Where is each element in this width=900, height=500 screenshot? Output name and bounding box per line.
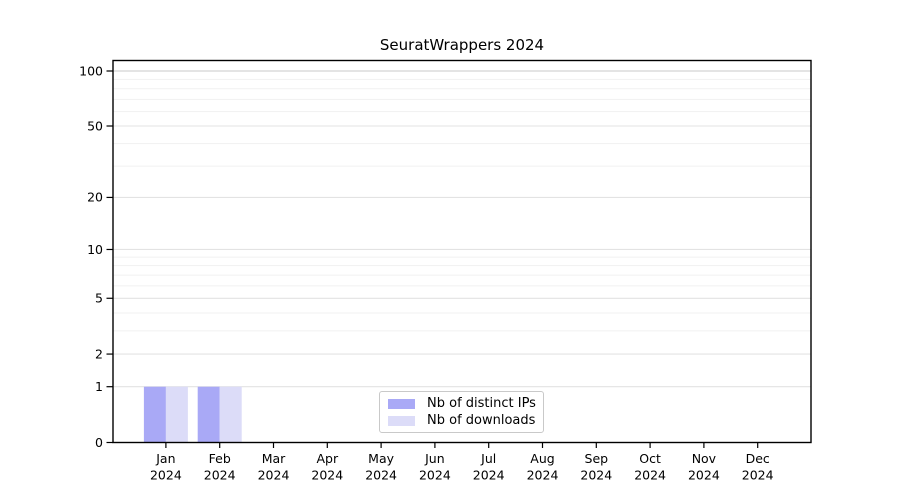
legend-swatch-downloads xyxy=(388,415,415,426)
x-tick-label-year: 2024 xyxy=(634,468,666,483)
x-tick-label-month: Jul xyxy=(480,451,496,466)
x-tick-label-month: Apr xyxy=(316,451,338,466)
legend-label-downloads: Nb of downloads xyxy=(427,413,536,428)
chart-title: SeuratWrappers 2024 xyxy=(379,36,545,54)
x-tick-label-year: 2024 xyxy=(473,468,505,483)
y-tick-label: 5 xyxy=(95,291,103,306)
bar-distinct-ips-jan xyxy=(143,386,166,443)
x-tick-label-month: Dec xyxy=(746,451,770,466)
y-tick-label: 20 xyxy=(87,190,103,205)
legend-row-distinct-ips: Nb of distinct IPs xyxy=(388,397,543,410)
x-tick-label-month: May xyxy=(368,451,394,466)
x-tick-label-month: Aug xyxy=(530,451,554,466)
plot-frame xyxy=(112,59,812,444)
x-tick-label-month: Nov xyxy=(692,451,717,466)
x-tick-label-month: Jan xyxy=(155,451,175,466)
x-tick-label-year: 2024 xyxy=(580,468,612,483)
x-tick-label-year: 2024 xyxy=(204,468,236,483)
legend-box: Nb of distinct IPs Nb of downloads xyxy=(379,391,544,433)
bar-downloads-jan xyxy=(165,386,188,443)
x-tick-label-year: 2024 xyxy=(365,468,397,483)
y-tick-label: 50 xyxy=(87,118,103,133)
y-tick-label: 0 xyxy=(95,435,103,450)
x-tick-label-year: 2024 xyxy=(419,468,451,483)
x-tick-label-year: 2024 xyxy=(742,468,774,483)
x-tick-label-year: 2024 xyxy=(527,468,559,483)
legend-swatch-distinct-ips xyxy=(388,398,415,409)
x-tick-label-year: 2024 xyxy=(311,468,343,483)
x-tick-label-year: 2024 xyxy=(688,468,720,483)
y-tick-label: 10 xyxy=(87,242,103,257)
bar-distinct-ips-feb xyxy=(197,386,220,443)
x-tick-label-month: Jun xyxy=(424,451,445,466)
x-tick-label-month: Feb xyxy=(209,451,231,466)
x-tick-label-month: Sep xyxy=(585,451,609,466)
legend-row-downloads: Nb of downloads xyxy=(388,414,543,427)
y-tick-label: 1 xyxy=(95,379,103,394)
bar-downloads-feb xyxy=(219,386,242,443)
x-tick-label-month: Mar xyxy=(262,451,286,466)
legend-label-distinct-ips: Nb of distinct IPs xyxy=(427,396,536,411)
x-tick-label-month: Oct xyxy=(639,451,661,466)
y-tick-label: 100 xyxy=(79,63,103,78)
x-tick-label-year: 2024 xyxy=(258,468,290,483)
y-tick-label: 2 xyxy=(95,346,103,361)
x-tick-label-year: 2024 xyxy=(150,468,182,483)
